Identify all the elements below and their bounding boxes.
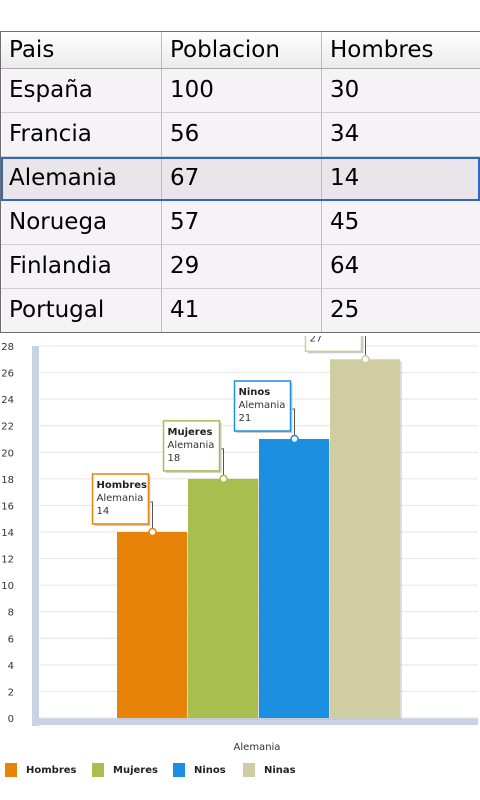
- table-header-cell[interactable]: Hombres: [330, 37, 434, 63]
- table-cell: 45: [330, 209, 360, 235]
- table-cell: Finlandia: [1, 245, 162, 288]
- table-row[interactable]: Noruega 57 45: [1, 201, 480, 245]
- bar-ninos: [259, 439, 329, 718]
- y-tick-label: 0: [8, 714, 14, 725]
- y-tick-label: 26: [1, 369, 14, 380]
- y-tick-label: 20: [1, 448, 14, 459]
- legend-label: Mujeres: [113, 764, 158, 776]
- tooltip-box: [91, 473, 150, 525]
- legend-item-ninas[interactable]: Ninas: [243, 760, 296, 780]
- table-cell: 64: [330, 253, 360, 279]
- tooltip-value: 18: [168, 453, 181, 464]
- table-cell: 67: [162, 157, 322, 200]
- legend-label: Hombres: [26, 764, 77, 776]
- chart-legend: Hombres Mujeres Ninos Ninas: [0, 760, 480, 780]
- tooltip-series-name: Mujeres: [168, 427, 213, 438]
- tooltip-category: Alemania: [168, 440, 215, 451]
- legend-item-mujeres[interactable]: Mujeres: [92, 760, 158, 780]
- table-cell: 25: [330, 297, 360, 323]
- y-tick-label: 8: [8, 608, 14, 619]
- table-row[interactable]: España 100 30: [1, 69, 480, 113]
- y-tick-label: 4: [8, 661, 14, 672]
- y-tick-label: 12: [1, 555, 14, 566]
- y-tick-label: 18: [1, 475, 14, 486]
- tooltip-connector: [365, 336, 366, 360]
- table-row[interactable]: Alemania 67 14: [1, 157, 480, 201]
- table-row[interactable]: Portugal 41 25: [1, 289, 480, 332]
- table-cell: Francia: [1, 113, 162, 156]
- tooltip-category: Alemania: [239, 400, 286, 411]
- tooltip-series-name: Ninos: [239, 387, 271, 398]
- table-cell: Portugal: [1, 289, 162, 332]
- y-tick-label: 10: [1, 581, 14, 592]
- legend-swatch: [5, 763, 17, 777]
- table-cell: Alemania: [1, 157, 162, 200]
- bar-ninas: [330, 359, 400, 718]
- legend-swatch: [92, 763, 104, 777]
- table-header-row: Pais Poblacion Hombres: [1, 32, 480, 69]
- tooltip-category: Alemania: [97, 493, 144, 504]
- legend-swatch: [243, 763, 255, 777]
- legend-item-ninos[interactable]: Ninos: [173, 760, 226, 780]
- y-tick-label: 16: [1, 501, 14, 512]
- tooltip-value: 27: [310, 336, 323, 344]
- y-tick-label: 14: [1, 528, 14, 539]
- table-header-cell[interactable]: Poblacion: [162, 32, 322, 68]
- data-point-marker: [290, 434, 299, 444]
- legend-label: Ninos: [194, 764, 226, 776]
- table-cell: 14: [330, 165, 360, 191]
- bar-hombres: [117, 532, 187, 718]
- y-tick-label: 2: [8, 687, 14, 698]
- legend-item-hombres[interactable]: Hombres: [5, 760, 76, 780]
- legend-swatch: [173, 763, 185, 777]
- y-tick-label: 22: [1, 422, 14, 433]
- y-tick-label: 6: [8, 634, 14, 645]
- table-cell: 100: [162, 69, 322, 112]
- x-axis-band: [32, 718, 478, 725]
- table-cell: 57: [162, 201, 322, 244]
- tooltip-value: 14: [97, 506, 110, 517]
- table-cell: 56: [162, 113, 322, 156]
- legend-label: Ninas: [264, 764, 296, 776]
- table-row[interactable]: Francia 56 34: [1, 113, 480, 157]
- data-point-marker: [219, 474, 228, 484]
- tooltip-series-name: Hombres: [97, 480, 148, 491]
- data-table: Pais Poblacion Hombres España 100 30 Francia 56…: [0, 31, 480, 333]
- bar-chart: 0246810121416182022242628HombresAlemania…: [1, 336, 478, 753]
- table-cell: 29: [162, 245, 322, 288]
- table-cell: España: [1, 69, 162, 112]
- tooltip-box: [162, 420, 221, 472]
- table-cell: Noruega: [1, 201, 162, 244]
- data-point-marker: [361, 355, 370, 364]
- table-cell: 30: [330, 77, 360, 103]
- tooltip-value: 21: [239, 413, 252, 424]
- y-tick-label: 28: [1, 342, 14, 353]
- y-tick-label: 24: [1, 395, 14, 406]
- data-point-marker: [148, 527, 157, 537]
- y-axis-band: [32, 346, 39, 726]
- table-row[interactable]: Finlandia 29 64: [1, 245, 480, 289]
- table-cell: 34: [330, 121, 360, 147]
- tooltip-box: [233, 380, 292, 432]
- table-cell: 41: [162, 289, 322, 332]
- x-axis-label: Alemania: [234, 742, 281, 753]
- bar-mujeres: [188, 478, 258, 718]
- tooltip-box: [304, 336, 363, 353]
- table-header-cell[interactable]: Pais: [1, 32, 162, 68]
